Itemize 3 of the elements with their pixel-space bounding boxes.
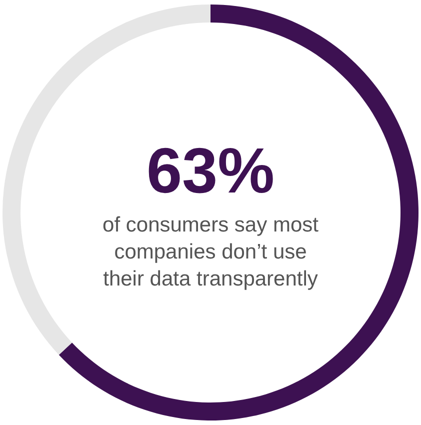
data-label: 63% [146,134,275,206]
donut-slice [58,4,418,420]
text: of consumers say most companies don’t use their data transparently [102,214,319,290]
